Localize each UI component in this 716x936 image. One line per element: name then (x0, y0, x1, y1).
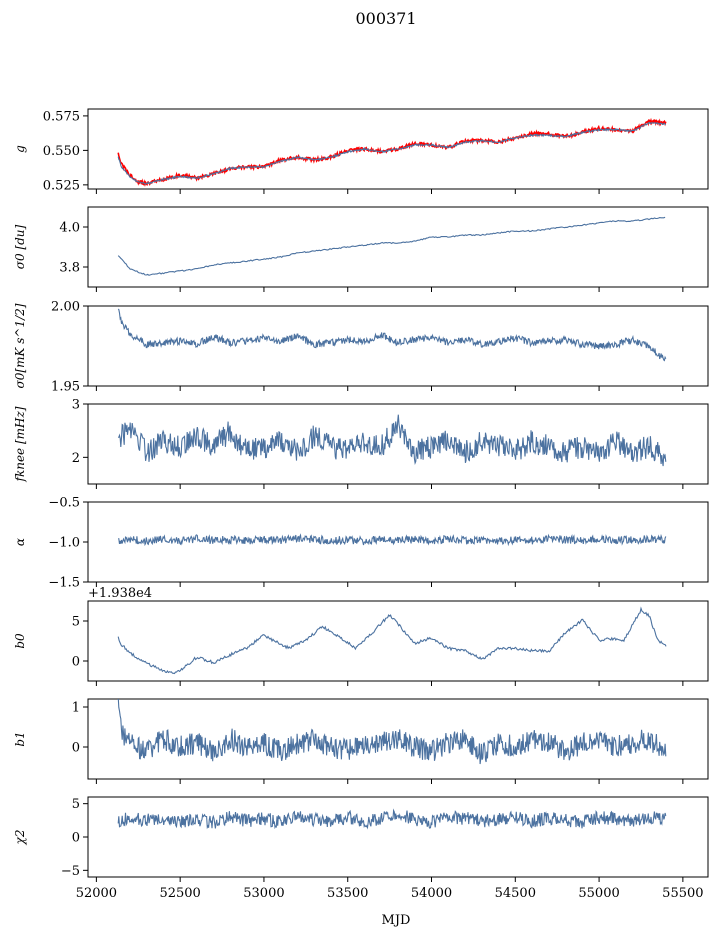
x-tick-label: 52500 (159, 886, 200, 901)
y-tick-label: 5 (72, 797, 80, 812)
y-tick-label: −5 (61, 864, 80, 879)
y-axis-label: fknee [mHz] (13, 406, 27, 482)
series-line (117, 216, 666, 276)
panel-frame (87, 206, 709, 288)
x-tick-label: 55000 (578, 886, 619, 901)
series-line (117, 414, 667, 467)
y-tick-label: 0.550 (43, 144, 80, 159)
y-tick-label: 2 (72, 451, 80, 466)
y-axis-label: α (13, 538, 27, 546)
x-tick-label: 53500 (327, 886, 368, 901)
y-tick-label: −1.5 (48, 576, 80, 591)
panel-frame (87, 600, 709, 682)
y-tick-label: 0.525 (43, 178, 80, 193)
panel-6: 0 5 b0 +1.938e4 (13, 586, 709, 686)
x-axis-label: MJD (382, 913, 411, 928)
panel-frame (87, 698, 709, 780)
y-axis-label: g (13, 145, 27, 153)
panel-5: −1.5 −1.0 −0.5 α (13, 496, 709, 591)
y-tick-label: 4.0 (59, 221, 80, 236)
panel-8: −5 0 5 52000 52500 53000 53500 54000 54500 55000 5… (13, 796, 709, 901)
x-tick-label: 52000 (76, 886, 117, 901)
x-tick-label: 54500 (495, 886, 536, 901)
x-tick-label: 55500 (662, 886, 703, 901)
y-tick-label: 2.00 (51, 300, 80, 315)
series-line (117, 308, 667, 362)
y-tick-label: 3.8 (59, 261, 80, 276)
series-line (117, 808, 667, 830)
panel-frame (87, 305, 709, 387)
series-line (117, 121, 666, 185)
series-line (117, 699, 667, 765)
y-axis-label: σ0 [du] (13, 224, 27, 269)
y-axis-label: b0 (13, 633, 27, 649)
y-tick-label: 1.95 (51, 380, 80, 395)
y-tick-label: 0 (72, 831, 80, 846)
y-tick-label: 1 (72, 701, 80, 716)
x-tick-label: 53000 (243, 886, 284, 901)
x-tick-label: 54000 (411, 886, 452, 901)
y-tick-label: −1.0 (48, 536, 80, 551)
y-tick-label: 0 (72, 741, 80, 756)
series-line-red (117, 117, 667, 187)
panel-frame (87, 796, 709, 878)
y-axis-label: σ0[mK s^1/2] (13, 303, 27, 388)
panel-1: 0.525 0.550 0.575 g (13, 108, 709, 194)
panel-2: 3.8 4.0 σ0 [du] (13, 206, 709, 292)
y-tick-label: 0.575 (43, 109, 80, 124)
y-tick-label: 0 (72, 655, 80, 670)
panel-4: 2 3 fknee [mHz] (13, 398, 709, 489)
panels: 0.525 0.550 0.575 g 3.8 4.0 σ0 [du] 1.95 2.00 σ0[… (13, 108, 709, 901)
y-tick-label: 5 (72, 615, 80, 630)
y-tick-label: −0.5 (48, 496, 80, 511)
figure-title: 000371 (355, 9, 416, 28)
series-line (118, 533, 667, 547)
panel-3: 1.95 2.00 σ0[mK s^1/2] (13, 300, 709, 395)
y-tick-label: 3 (72, 398, 80, 413)
y-offset-label: +1.938e4 (88, 586, 152, 601)
panel-frame (87, 403, 709, 485)
series-line (117, 606, 667, 675)
panel-frame (87, 108, 709, 190)
panel-7: 0 1 b1 (13, 698, 709, 784)
y-axis-label: b1 (13, 731, 27, 746)
y-axis-label: χ2 (13, 830, 27, 846)
